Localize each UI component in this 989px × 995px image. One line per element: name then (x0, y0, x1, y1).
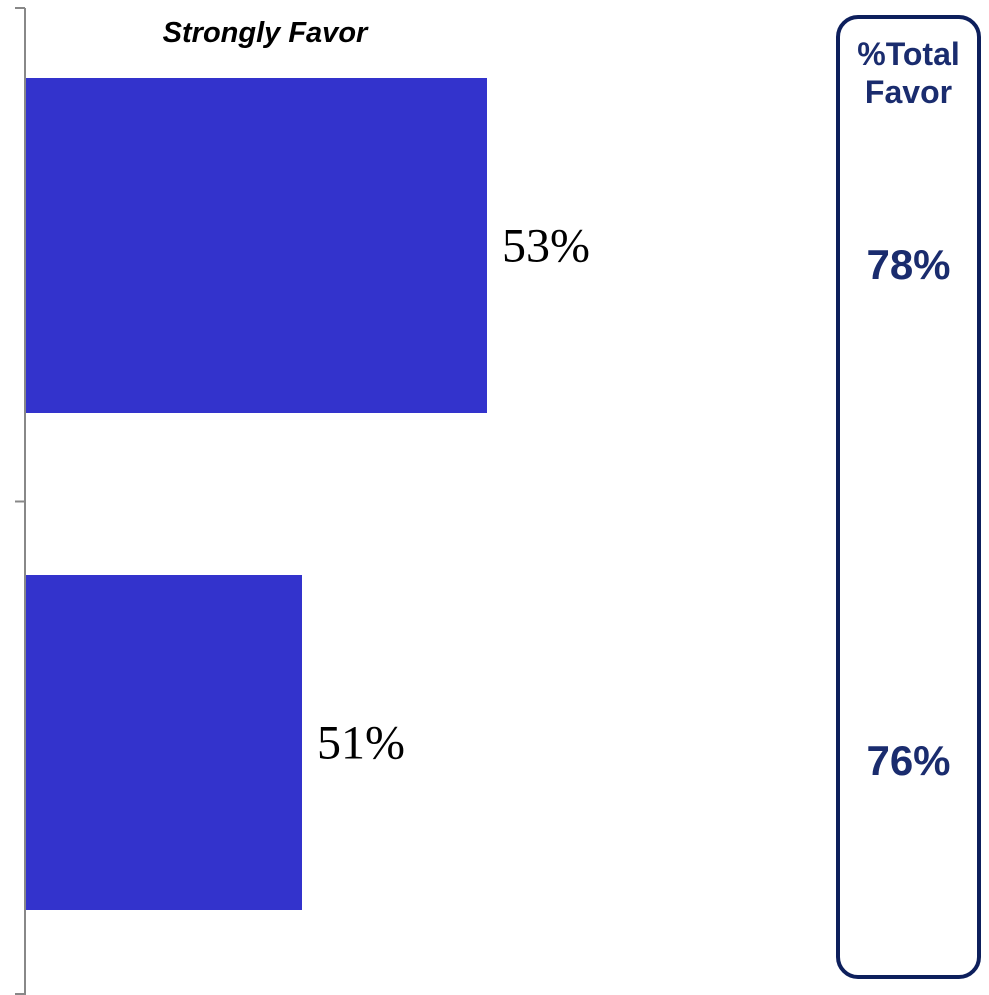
bars: 53% 51% (26, 78, 590, 910)
total-favor-header-line-1: %Total (857, 36, 960, 72)
total-favor-panel: %Total Favor 78% 76% (836, 15, 981, 979)
bar (26, 78, 487, 413)
bar (26, 575, 302, 910)
total-favor-value-1: 78% (866, 241, 951, 288)
series-title: Strongly Favor (163, 17, 369, 49)
total-favor-header-line-2: Favor (864, 74, 953, 110)
bar-value-label: 53% (502, 220, 590, 273)
bar-value-label: 51% (317, 717, 405, 770)
total-favor-header: %Total Favor (840, 35, 977, 111)
total-favor-value-2: 76% (866, 737, 951, 784)
category-axis (15, 7, 26, 995)
